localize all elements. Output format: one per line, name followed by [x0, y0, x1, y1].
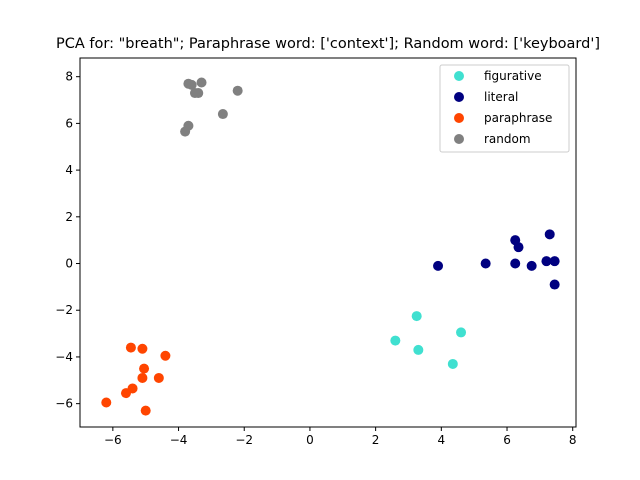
figurative-point [456, 327, 467, 338]
y-tick-label: −6 [55, 397, 73, 411]
paraphrase-point [137, 343, 148, 354]
legend-marker-figurative [454, 71, 464, 81]
y-tick-label: 6 [65, 116, 73, 130]
figurative-point [390, 335, 401, 346]
paraphrase-point [153, 372, 164, 383]
literal-point [526, 260, 537, 271]
literal-point [433, 260, 444, 271]
legend-label-figurative: figurative [484, 69, 542, 83]
paraphrase-point [139, 363, 150, 374]
y-tick-label: −4 [55, 350, 73, 364]
y-tick-label: 2 [65, 210, 73, 224]
y-tick-label: 4 [65, 163, 73, 177]
y-axis: −6 −4 −2 0 2 4 6 8 [55, 70, 80, 411]
random-point [186, 79, 197, 90]
x-tick-label: −2 [235, 433, 253, 447]
random-point [232, 85, 243, 96]
random-point [180, 126, 191, 137]
legend-marker-literal [454, 92, 464, 102]
legend-label-paraphrase: paraphrase [484, 111, 552, 125]
literal-point [549, 256, 560, 267]
x-tick-label: −4 [170, 433, 188, 447]
paraphrase-point [101, 397, 112, 408]
x-tick-label: 6 [503, 433, 511, 447]
x-axis: −6 −4 −2 0 2 4 6 8 [104, 427, 577, 447]
literal-point [513, 242, 524, 253]
literal-point [541, 256, 552, 267]
figurative-point [447, 358, 458, 369]
figurative-point [413, 344, 424, 355]
legend-marker-random [454, 134, 464, 144]
legend: figurative literal paraphrase random [439, 64, 570, 153]
literal-point [480, 258, 491, 269]
paraphrase-point [125, 342, 136, 353]
figurative-point [411, 311, 422, 322]
x-tick-label: 4 [438, 433, 446, 447]
x-tick-label: 8 [569, 433, 577, 447]
y-tick-label: 8 [65, 70, 73, 84]
paraphrase-point [140, 405, 151, 416]
legend-label-literal: literal [484, 90, 518, 104]
x-tick-label: 2 [372, 433, 380, 447]
y-tick-label: −2 [55, 303, 73, 317]
x-tick-label: 0 [306, 433, 314, 447]
random-point [193, 88, 204, 99]
random-point [217, 109, 228, 120]
literal-point [544, 229, 555, 240]
points-layer [101, 77, 560, 416]
paraphrase-point [137, 372, 148, 383]
x-tick-label: −6 [104, 433, 122, 447]
legend-box [439, 64, 570, 153]
literal-point [549, 279, 560, 290]
plot-frame [79, 57, 577, 428]
paraphrase-point [120, 388, 131, 399]
random-point [196, 77, 207, 88]
legend-label-random: random [484, 132, 531, 146]
chart-title: PCA for: "breath"; Paraphrase word: ['co… [56, 36, 600, 52]
paraphrase-point [160, 350, 171, 361]
legend-marker-paraphrase [454, 113, 464, 123]
literal-point [510, 258, 521, 269]
y-tick-label: 0 [65, 257, 73, 271]
